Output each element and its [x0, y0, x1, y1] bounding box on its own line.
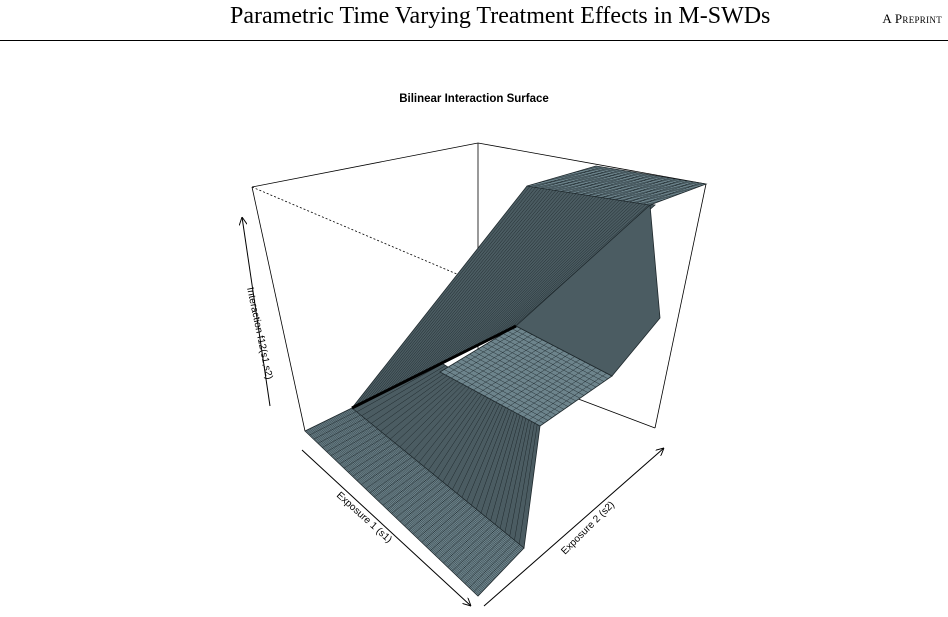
box-edge [251, 142, 479, 188]
y-axis-arrow [483, 448, 664, 607]
running-head-label: A Preprint [882, 11, 942, 26]
running-head-title: Parametric Time Varying Treatment Effect… [230, 3, 771, 29]
box-edge [654, 183, 707, 429]
mesh-top-plateau [530, 166, 703, 205]
x-axis-arrow [301, 449, 471, 606]
box-edge [251, 186, 306, 432]
y-axis-label: Exposure 2 (s2) [559, 499, 617, 557]
z-axis-label: Interaction f12(s1,s2) [244, 286, 274, 380]
box-edge-hidden [251, 186, 479, 284]
surface-ridge [351, 324, 517, 410]
surface [304, 165, 708, 597]
mesh-wall-high [355, 186, 653, 407]
z-axis-arrow [242, 217, 271, 407]
plot-title: Bilinear Interaction Surface [399, 93, 549, 105]
axes [242, 217, 664, 606]
mesh-mid-plateau [444, 328, 609, 424]
box-edge [477, 142, 707, 185]
surface-wall-right [515, 204, 661, 377]
mesh-wall-low-mid [356, 363, 538, 545]
header-rule [0, 40, 948, 41]
mesh-low-strip-s1 [306, 408, 523, 595]
